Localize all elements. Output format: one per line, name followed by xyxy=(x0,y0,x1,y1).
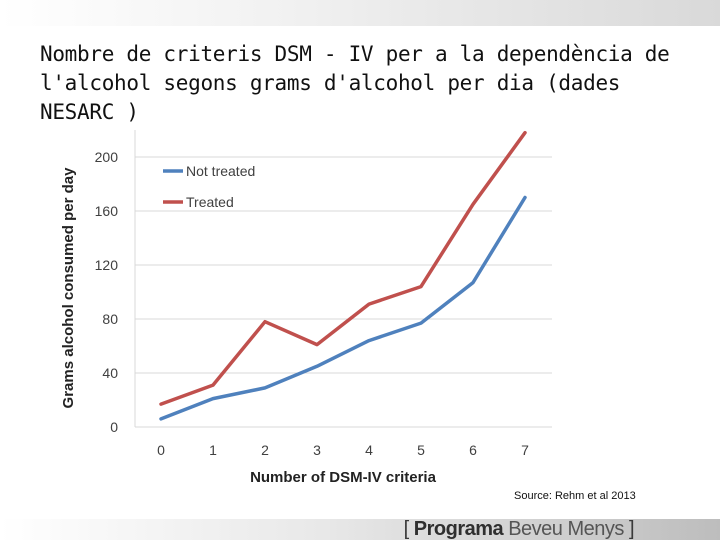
top-decor-band xyxy=(0,0,720,26)
x-tick-label: 7 xyxy=(521,442,529,458)
y-tick-label: 40 xyxy=(102,365,118,381)
x-tick-label: 6 xyxy=(469,442,477,458)
y-tick-label: 120 xyxy=(95,257,119,273)
brand-bracket-close: ] xyxy=(628,518,635,540)
series-line-not-treated xyxy=(159,195,527,421)
footer-bar xyxy=(0,519,720,540)
y-tick-label: 0 xyxy=(110,419,118,435)
y-tick-label: 160 xyxy=(95,203,119,219)
y-tick-label: 80 xyxy=(102,311,118,327)
slide-title: Nombre de criteris DSM - IV per a la dep… xyxy=(40,40,700,127)
y-axis-title: Grams alcohol consumed per day xyxy=(60,167,77,409)
brand-word-beveu-menys: Beveu Menys xyxy=(508,518,624,540)
slide-title-line-1: Nombre de criteris DSM - IV per a la dep… xyxy=(40,42,670,66)
x-axis-title: Number of DSM-IV criteria xyxy=(250,469,437,486)
series-layer xyxy=(159,130,527,421)
x-tick-label: 3 xyxy=(313,442,321,458)
source-citation: Source: Rehm et al 2013 xyxy=(514,490,636,502)
brand-word-programa: Programa xyxy=(413,518,504,540)
brand-bracket-open: [ xyxy=(403,518,410,540)
x-tick-label: 1 xyxy=(209,442,217,458)
axis-layer: 0 40 80 120 160 200 0 1 2 3 4 5 6 7 xyxy=(95,130,552,458)
legend-label-not-treated: Not treated xyxy=(186,163,255,179)
brand-logo: [ Programa Beveu Menys ] xyxy=(403,518,635,540)
x-tick-label: 5 xyxy=(417,442,425,458)
x-tick-label: 4 xyxy=(365,442,373,458)
legend: Not treated Treated xyxy=(163,163,255,210)
y-tick-label: 200 xyxy=(95,149,119,165)
legend-label-treated: Treated xyxy=(186,194,234,210)
grid-layer xyxy=(135,156,552,374)
x-tick-label: 0 xyxy=(157,442,165,458)
series-line-treated xyxy=(159,130,527,406)
x-tick-label: 2 xyxy=(261,442,269,458)
slide-title-line-2: l'alcohol segons grams d'alcohol per dia… xyxy=(40,71,621,124)
